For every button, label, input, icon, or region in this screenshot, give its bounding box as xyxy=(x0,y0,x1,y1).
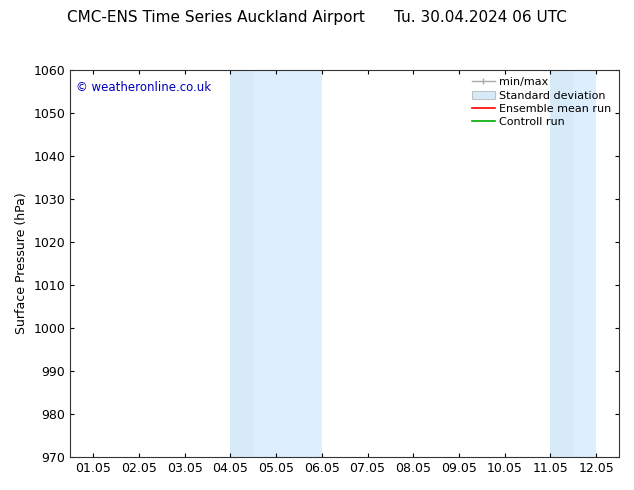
Bar xyxy=(253,70,322,457)
Y-axis label: Surface Pressure (hPa): Surface Pressure (hPa) xyxy=(15,193,28,334)
Text: CMC-ENS Time Series Auckland Airport      Tu. 30.04.2024 06 UTC: CMC-ENS Time Series Auckland Airport Tu.… xyxy=(67,10,567,25)
Text: © weatheronline.co.uk: © weatheronline.co.uk xyxy=(76,81,211,94)
Bar xyxy=(550,70,573,457)
Bar xyxy=(230,70,253,457)
Bar xyxy=(573,70,596,457)
Legend: min/max, Standard deviation, Ensemble mean run, Controll run: min/max, Standard deviation, Ensemble me… xyxy=(468,73,616,132)
